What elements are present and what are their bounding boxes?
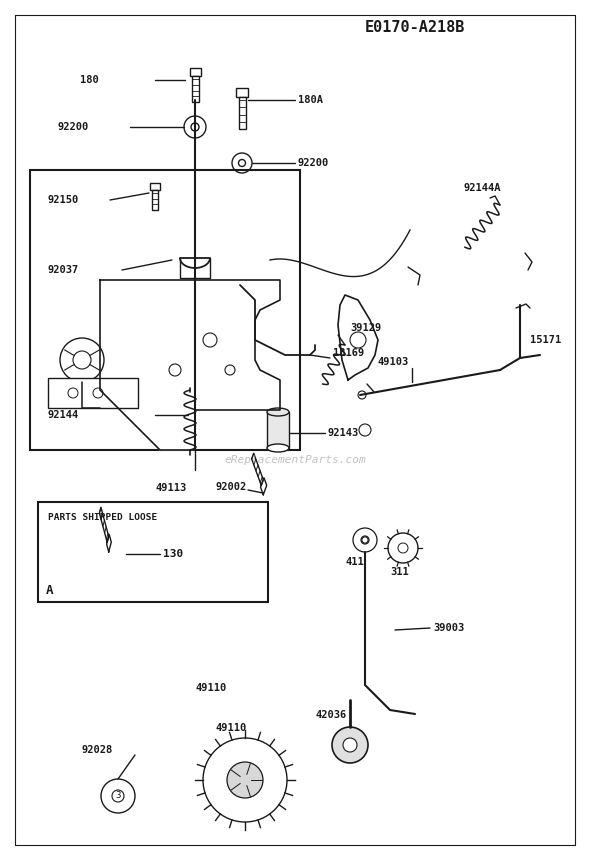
Circle shape	[227, 762, 263, 798]
Polygon shape	[261, 478, 267, 494]
Bar	[238, 97, 245, 129]
Circle shape	[350, 332, 366, 348]
Circle shape	[169, 364, 181, 376]
Polygon shape	[100, 280, 280, 450]
Circle shape	[362, 537, 368, 543]
Text: 411: 411	[345, 557, 364, 567]
Circle shape	[232, 153, 252, 173]
Circle shape	[101, 779, 135, 813]
Bar	[38, 502, 268, 602]
Text: 49110: 49110	[215, 723, 246, 733]
Circle shape	[343, 738, 357, 752]
Text: eReplacementParts.com: eReplacementParts.com	[224, 455, 366, 465]
Text: 92144A: 92144A	[463, 183, 500, 193]
Text: 130: 130	[163, 549, 183, 559]
Circle shape	[353, 528, 377, 552]
Polygon shape	[99, 507, 109, 542]
Text: 92144: 92144	[48, 410, 79, 420]
Circle shape	[203, 333, 217, 347]
Bar	[152, 190, 158, 210]
Circle shape	[388, 533, 418, 563]
Text: 311: 311	[390, 567, 409, 577]
Text: 180: 180	[80, 75, 99, 85]
Text: 18169: 18169	[333, 348, 364, 358]
Circle shape	[203, 738, 287, 822]
Text: 92200: 92200	[58, 122, 89, 132]
Circle shape	[225, 365, 235, 375]
Text: 42036: 42036	[315, 710, 346, 720]
Circle shape	[332, 727, 368, 763]
Text: A: A	[46, 583, 54, 597]
Text: 49113: 49113	[155, 483, 186, 493]
Text: 92028: 92028	[82, 745, 113, 755]
Text: 49103: 49103	[378, 357, 409, 367]
Text: 3: 3	[115, 791, 121, 801]
Text: PARTS SHIPPED LOOSE: PARTS SHIPPED LOOSE	[48, 513, 158, 523]
Bar	[30, 170, 300, 450]
Bar	[192, 76, 198, 102]
Circle shape	[68, 388, 78, 398]
Ellipse shape	[267, 408, 289, 416]
Text: 49110: 49110	[195, 683, 226, 693]
Circle shape	[112, 790, 124, 802]
Text: E0170-A218B: E0170-A218B	[365, 21, 466, 35]
Text: 92150: 92150	[48, 195, 79, 205]
Bar	[189, 68, 201, 76]
Bar	[236, 88, 248, 97]
Text: 92143: 92143	[328, 428, 359, 438]
Circle shape	[93, 388, 103, 398]
Bar	[267, 412, 289, 448]
Circle shape	[398, 543, 408, 553]
Circle shape	[358, 391, 366, 399]
Text: 39003: 39003	[433, 623, 464, 633]
Text: 92002: 92002	[216, 482, 247, 492]
Text: 39129: 39129	[350, 323, 381, 333]
Text: 180A: 180A	[298, 95, 323, 105]
Text: 92037: 92037	[48, 265, 79, 275]
Circle shape	[184, 116, 206, 138]
Polygon shape	[107, 534, 112, 552]
Ellipse shape	[267, 444, 289, 452]
Circle shape	[73, 351, 91, 369]
Circle shape	[60, 338, 104, 382]
Bar	[48, 378, 138, 408]
Bar	[150, 183, 160, 190]
Polygon shape	[252, 453, 263, 485]
Text: 15171: 15171	[530, 335, 561, 345]
Text: 92200: 92200	[298, 158, 329, 168]
Circle shape	[359, 424, 371, 436]
Polygon shape	[338, 295, 378, 380]
